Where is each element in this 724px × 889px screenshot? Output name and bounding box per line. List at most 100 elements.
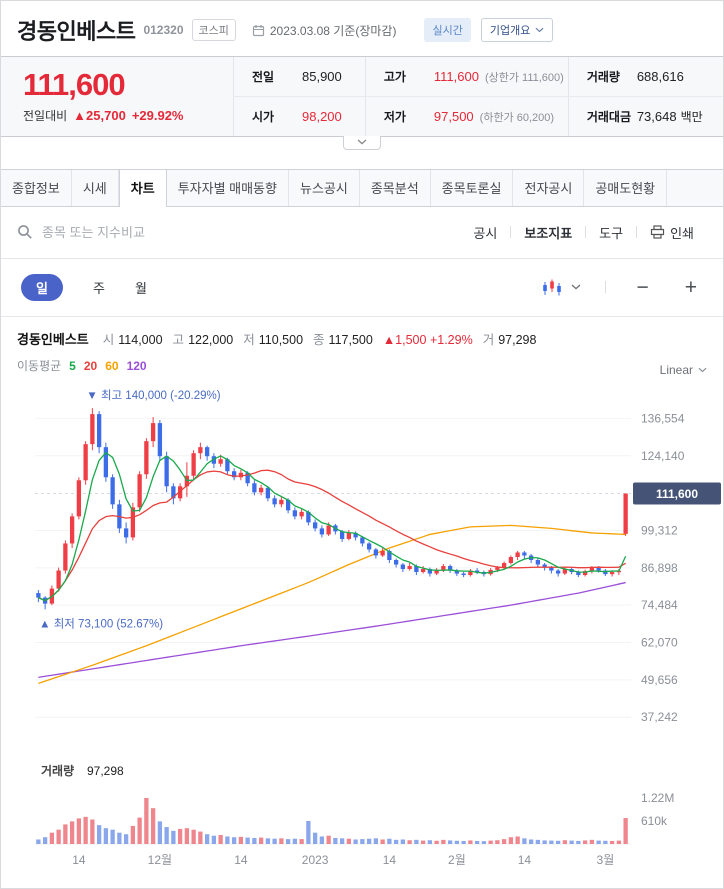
svg-text:14: 14 xyxy=(518,853,532,867)
toolbar-links: 공시 보조지표 도구 인쇄 xyxy=(460,223,707,242)
svg-text:86,898: 86,898 xyxy=(641,560,678,574)
market-badge: 코스피 xyxy=(191,19,236,41)
svg-text:124,140: 124,140 xyxy=(641,448,685,462)
summary-low: 저가 97,500 (하한가 60,200) xyxy=(364,95,568,136)
tab-summary[interactable]: 종합정보 xyxy=(1,169,72,206)
period-weekly-button[interactable]: 주 xyxy=(93,278,105,297)
realtime-button[interactable]: 실시간 xyxy=(424,18,471,42)
close-value: 117,500 xyxy=(328,332,373,347)
calendar-icon xyxy=(252,24,265,37)
svg-text:2023: 2023 xyxy=(302,853,329,867)
printer-icon xyxy=(650,225,665,239)
summary-grid: 전일 85,900 고가 111,600 (상한가 111,600) 거래량 6… xyxy=(233,57,723,136)
tab-short-selling[interactable]: 공매도현황 xyxy=(584,169,668,206)
indicators-link[interactable]: 보조지표 xyxy=(524,225,573,241)
moving-average-legend: 이동평균 5 20 60 120 xyxy=(17,358,147,373)
price-change: 전일대비 ▲25,700 +29.92% xyxy=(23,107,233,124)
svg-text:111,600: 111,600 xyxy=(656,487,698,501)
svg-text:14: 14 xyxy=(72,853,86,867)
chart-header: 경동인베스트 시 114,000 고 122,000 저 110,500 종 117,5… xyxy=(1,317,723,377)
zoom-in-button[interactable]: + xyxy=(679,277,703,298)
svg-text:610k: 610k xyxy=(641,814,668,828)
disclosure-link[interactable]: 공시 xyxy=(473,225,498,241)
stock-header: 경동인베스트 012320 코스피 2023.03.08 기준(장마감) 실시간… xyxy=(1,1,723,56)
reference-date-text: 2023.03.08 기준(장마감) xyxy=(269,23,397,38)
candlestick-chart[interactable]: 136,554 124,140 111,600 99,312 86,898 74,484 6… xyxy=(1,374,724,874)
search-icon xyxy=(17,224,33,240)
compare-search-input[interactable] xyxy=(42,224,302,240)
ma120-legend[interactable]: 120 xyxy=(126,358,147,373)
chart-symbol: 경동인베스트 xyxy=(17,331,89,347)
chart-toolbar: 공시 보조지표 도구 인쇄 xyxy=(1,207,723,259)
tab-investor-trends[interactable]: 투자자별 매매동향 xyxy=(167,169,289,206)
open-value: 114,000 xyxy=(118,332,163,347)
tab-bar: 종합정보 시세 차트 투자자별 매매동향 뉴스공시 종목분석 종목토론실 전자공… xyxy=(1,168,723,207)
svg-text:14: 14 xyxy=(383,853,397,867)
chart-section: 경동인베스트 시 114,000 고 122,000 저 110,500 종 117,5… xyxy=(1,317,723,874)
current-price-block: 111,600 전일대비 ▲25,700 +29.92% xyxy=(1,57,233,136)
low-value: 110,500 xyxy=(258,332,304,347)
change-label: 전일대비 xyxy=(23,108,68,123)
ma5-legend[interactable]: 5 xyxy=(69,358,76,373)
period-daily-button[interactable]: 일 xyxy=(21,273,63,301)
stock-code: 012320 xyxy=(143,23,184,37)
change-value: ▲25,700 xyxy=(73,107,126,123)
chart-controls: − + xyxy=(541,277,703,298)
collapse-summary-button[interactable] xyxy=(343,135,381,150)
scale-selector[interactable]: Linear xyxy=(660,363,707,377)
high-value: 122,000 xyxy=(188,332,234,347)
divider xyxy=(636,226,638,239)
chevron-down-icon xyxy=(698,367,707,373)
chevron-down-icon xyxy=(535,27,544,33)
tab-chart[interactable]: 차트 xyxy=(118,169,167,207)
svg-text:136,554: 136,554 xyxy=(641,411,685,425)
stock-name: 경동인베스트 xyxy=(17,19,136,44)
company-overview-button[interactable]: 기업개요 xyxy=(480,18,554,42)
ma60-legend[interactable]: 60 xyxy=(105,358,119,373)
chevron-down-icon xyxy=(357,139,367,145)
print-button[interactable]: 인쇄 xyxy=(637,223,707,242)
candlestick-chart-icon xyxy=(541,279,563,296)
svg-text:14: 14 xyxy=(234,853,248,867)
svg-text:3월: 3월 xyxy=(597,853,615,867)
svg-text:▼ 최고 140,000 (-20.29%): ▼ 최고 140,000 (-20.29%) xyxy=(86,389,220,402)
svg-text:74,484: 74,484 xyxy=(641,598,678,612)
tab-discussion[interactable]: 종목토론실 xyxy=(431,169,514,206)
current-price: 111,600 xyxy=(23,67,126,102)
chart-type-button[interactable] xyxy=(541,279,581,296)
svg-text:99,312: 99,312 xyxy=(641,523,678,537)
summary-trade-value: 거래대금 73,648 백만 xyxy=(567,95,723,136)
zoom-out-button[interactable]: − xyxy=(630,277,654,298)
svg-text:12월: 12월 xyxy=(148,853,172,867)
svg-text:37,242: 37,242 xyxy=(641,710,678,724)
tab-news[interactable]: 뉴스공시 xyxy=(289,169,360,206)
period-monthly-button[interactable]: 월 xyxy=(135,278,147,297)
divider xyxy=(585,226,587,239)
chevron-down-icon xyxy=(571,284,581,290)
change-percent: +29.92% xyxy=(131,107,184,123)
svg-text:▲ 최저 73,100 (52.67%): ▲ 최저 73,100 (52.67%) xyxy=(39,617,163,630)
svg-text:97,298: 97,298 xyxy=(87,764,124,778)
summary-high: 고가 111,600 (상한가 111,600) xyxy=(364,57,568,96)
bar-volume: 97,298 xyxy=(498,332,537,347)
period-selector-row: 일 주 월 − + xyxy=(1,259,723,317)
tab-price[interactable]: 시세 xyxy=(72,169,119,206)
price-summary: 111,600 전일대비 ▲25,700 +29.92% 전일 85,900 고… xyxy=(1,56,723,137)
divider xyxy=(605,281,607,294)
tools-link[interactable]: 도구 xyxy=(599,225,624,241)
reference-date: 2023.03.08 기준(장마감) xyxy=(252,22,397,39)
divider xyxy=(510,226,512,239)
bar-change: ▲1,500 +1.29% xyxy=(382,332,473,347)
svg-text:2월: 2월 xyxy=(448,853,466,867)
svg-text:62,070: 62,070 xyxy=(641,635,678,649)
tab-analysis[interactable]: 종목분석 xyxy=(360,169,431,206)
ohlc-info-line: 경동인베스트 시 114,000 고 122,000 저 110,500 종 117,5… xyxy=(17,329,707,348)
svg-text:거래량: 거래량 xyxy=(41,763,74,778)
svg-text:1.22M: 1.22M xyxy=(641,791,674,805)
ma20-legend[interactable]: 20 xyxy=(83,358,98,373)
tab-disclosure[interactable]: 전자공시 xyxy=(513,169,585,206)
summary-prev-close: 전일 85,900 xyxy=(233,57,365,96)
summary-volume: 거래량 688,616 xyxy=(567,57,723,96)
svg-text:49,656: 49,656 xyxy=(641,672,678,686)
